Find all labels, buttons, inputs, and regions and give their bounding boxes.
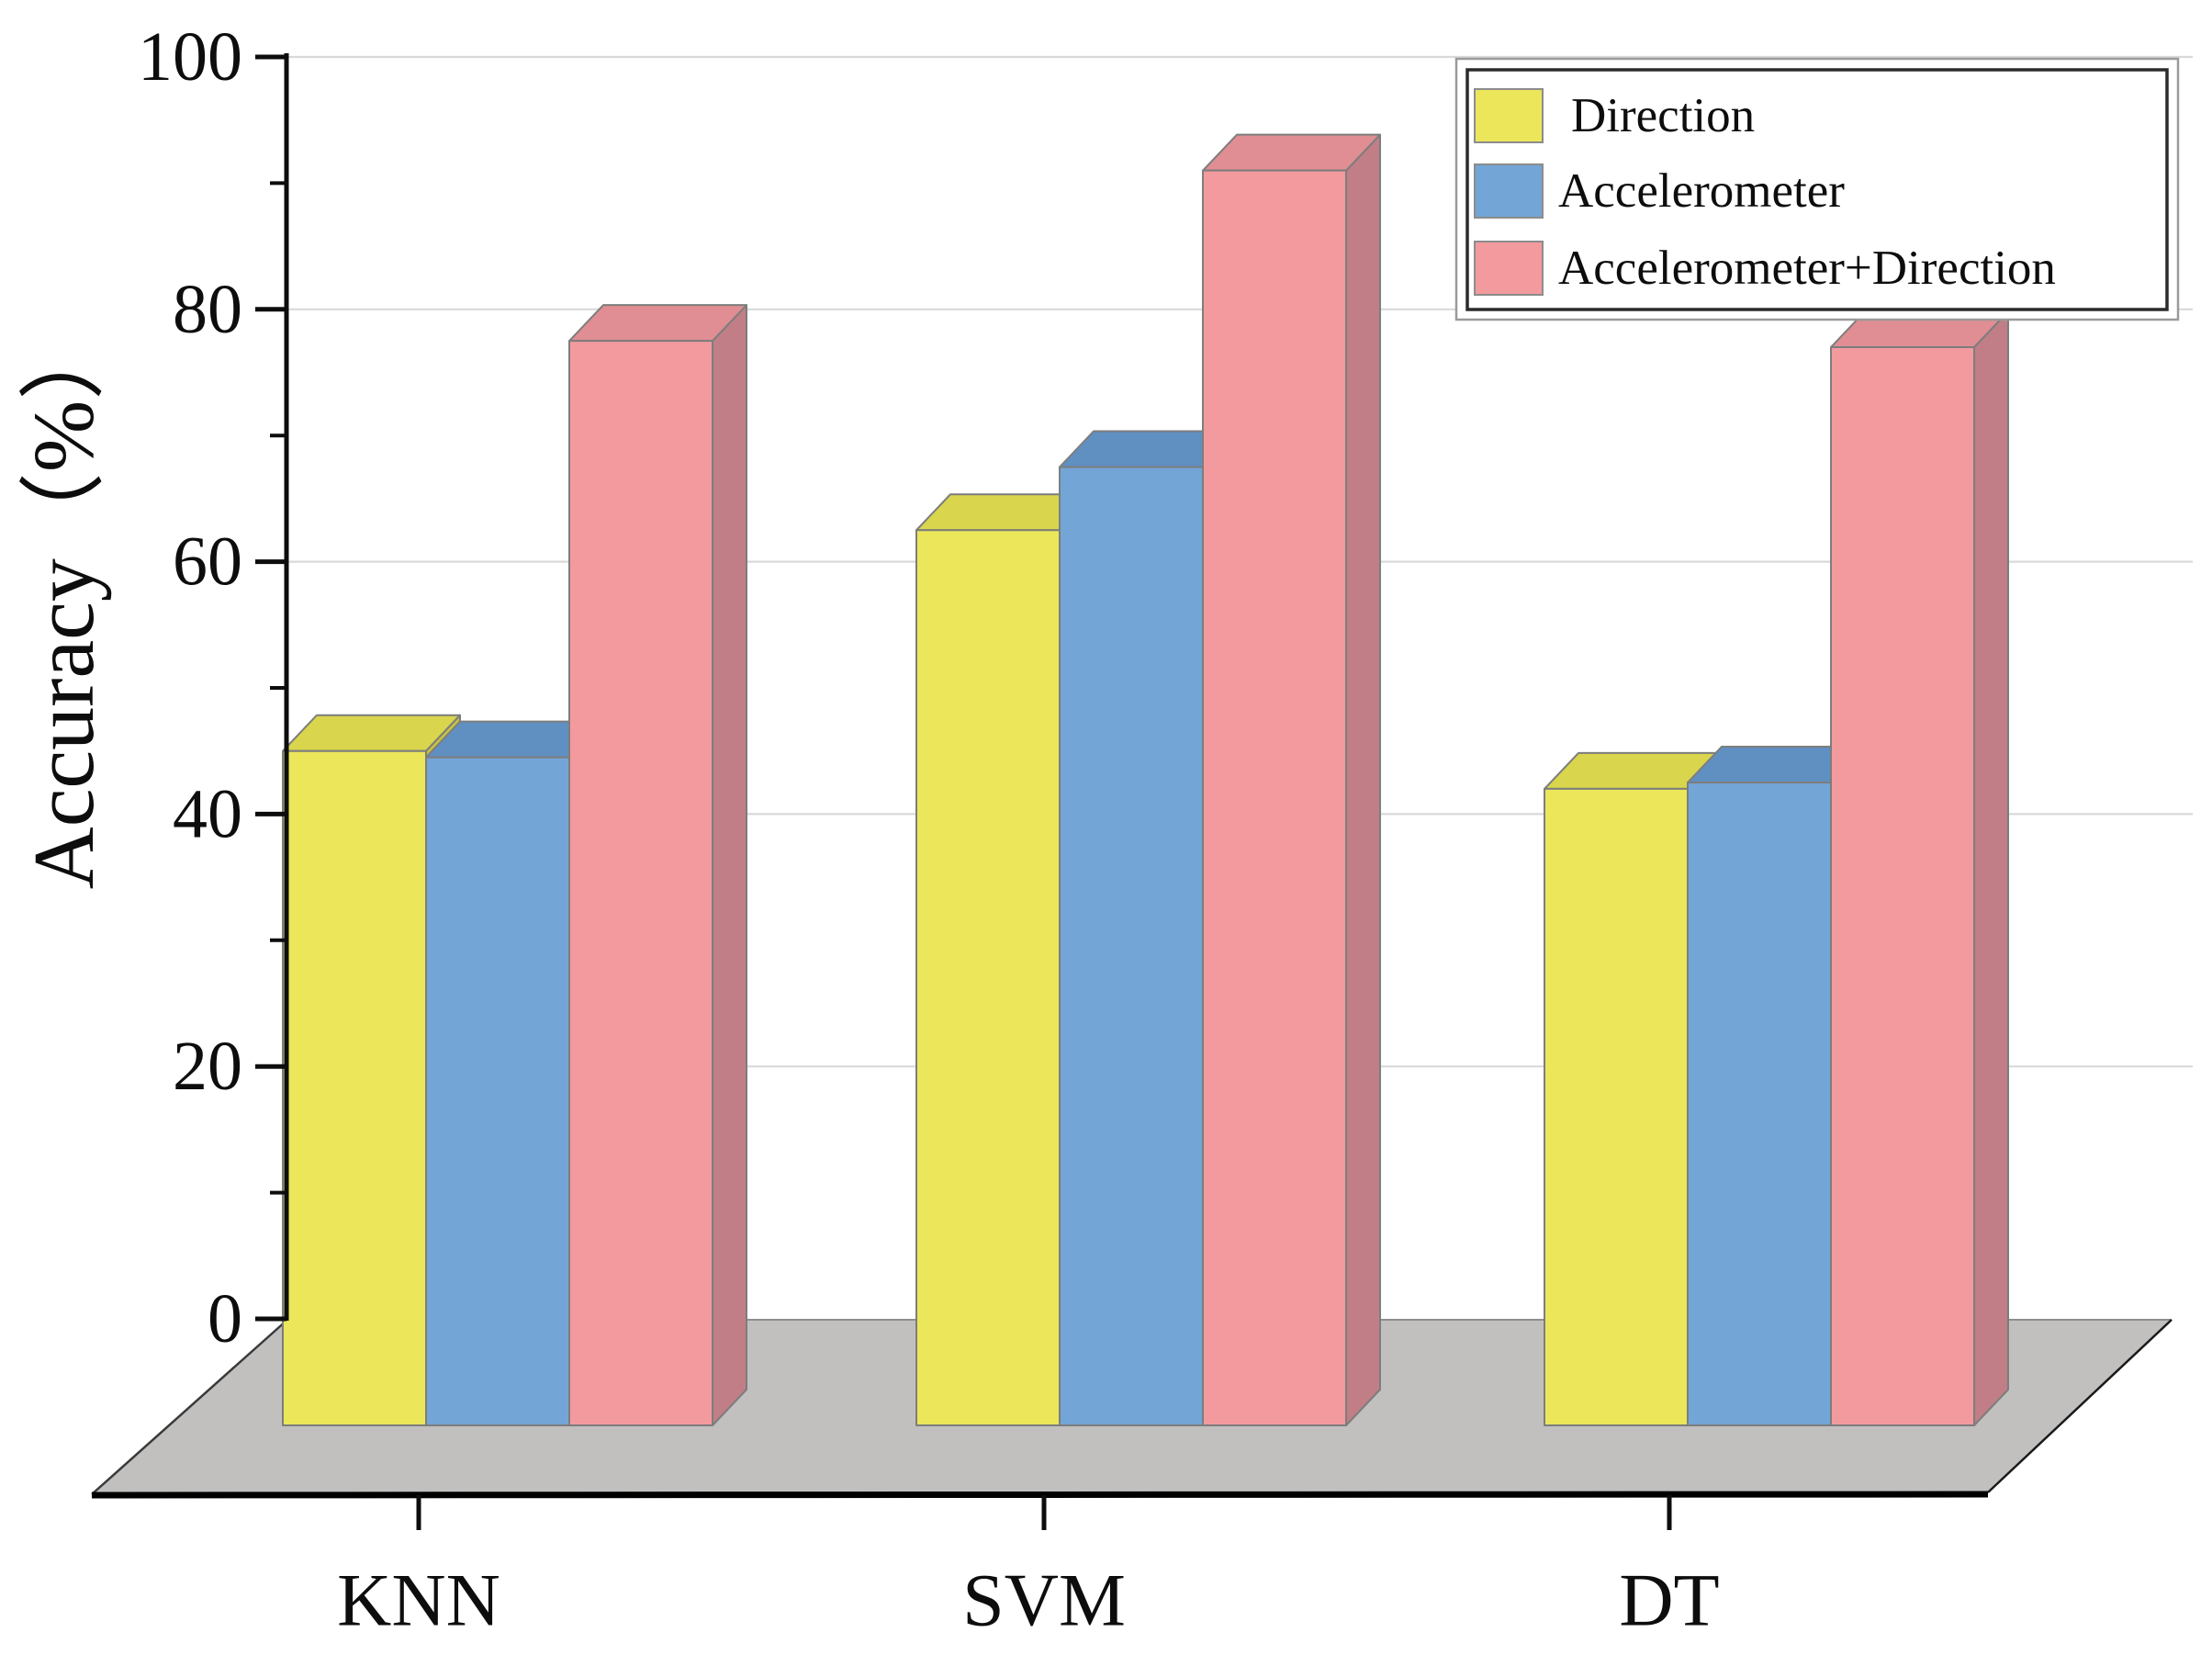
- bar-svm-accelerometer-direction: [1202, 133, 1381, 1426]
- bar-side-face: [712, 304, 747, 1426]
- y-tick-label-0: 0: [208, 1280, 242, 1357]
- bar-front-face: [1687, 782, 1832, 1426]
- legend-label-accelerometer-direction: Accelerometer+Direction: [1558, 242, 2056, 295]
- floor-front-edge: [91, 1491, 1989, 1499]
- bar-front-face: [1544, 787, 1689, 1426]
- bar-front-face: [1830, 346, 1975, 1426]
- bar-side-face: [1345, 133, 1381, 1426]
- bar-dt-accelerometer-direction: [1830, 310, 2009, 1426]
- y-tick-label-40: 40: [173, 775, 242, 852]
- bar-side-face: [1973, 310, 2009, 1426]
- legend-label-accelerometer: Accelerometer: [1558, 164, 1845, 218]
- legend-box: [1465, 68, 2169, 311]
- x-category-label-svm: SVM: [962, 1559, 1126, 1642]
- bar-front-face: [1059, 466, 1204, 1426]
- legend-swatch-accelerometer: [1474, 163, 1544, 219]
- bar-front-face: [282, 749, 427, 1426]
- bar-front-face: [568, 340, 713, 1426]
- y-tick-label-20: 20: [173, 1028, 242, 1105]
- x-category-label-knn: KNN: [337, 1559, 500, 1642]
- y-tick-label-100: 100: [138, 18, 242, 96]
- bar-front-face: [425, 756, 570, 1426]
- floor-left-edge: [91, 1319, 288, 1495]
- y-tick-label-80: 80: [173, 271, 242, 348]
- floor-right-edge: [1987, 1319, 2173, 1493]
- bar-front-face: [1202, 169, 1347, 1426]
- legend-label-direction: Direction: [1571, 89, 1755, 142]
- legend-swatch-direction: [1474, 88, 1544, 143]
- legend-swatch-accelerometer-direction: [1474, 241, 1544, 296]
- bar-knn-accelerometer-direction: [568, 304, 747, 1426]
- y-tick-label-60: 60: [173, 523, 242, 601]
- legend: Direction Accelerometer Accelerometer+Dire…: [1454, 57, 2180, 321]
- y-axis-title: Accuracy（%）: [17, 314, 112, 889]
- bar-front-face: [915, 529, 1061, 1426]
- x-category-label-dt: DT: [1619, 1559, 1719, 1642]
- bar-svm-accelerometer: [1059, 430, 1238, 1426]
